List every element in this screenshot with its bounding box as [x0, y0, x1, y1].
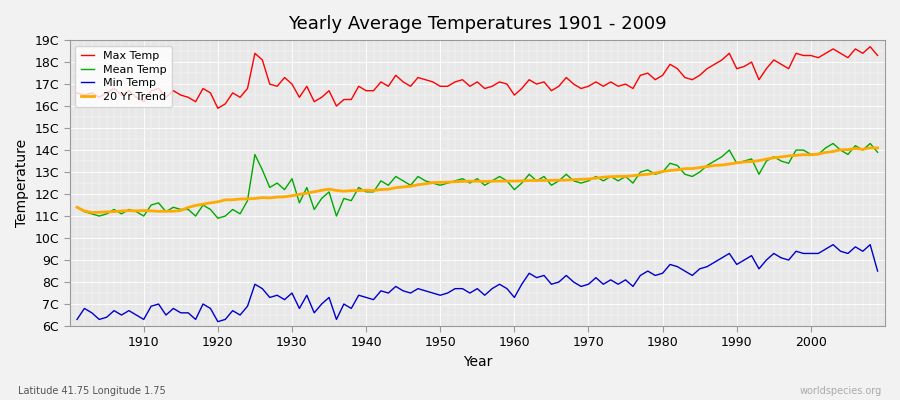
Min Temp	[872, 269, 883, 274]
Min Temp	[302, 293, 312, 298]
Mean Temp	[130, 209, 141, 214]
Mean Temp	[302, 185, 312, 190]
Mean Temp	[72, 205, 83, 210]
Max Temp	[865, 44, 876, 49]
20 Yr Trend	[72, 205, 83, 210]
Line: 20 Yr Trend: 20 Yr Trend	[77, 148, 878, 212]
20 Yr Trend	[872, 146, 883, 150]
Line: Mean Temp: Mean Temp	[77, 144, 878, 218]
Text: worldspecies.org: worldspecies.org	[800, 386, 882, 396]
Max Temp	[509, 93, 520, 98]
Min Temp	[828, 242, 839, 247]
Max Temp	[72, 90, 83, 95]
Mean Temp	[606, 174, 616, 179]
Mean Temp	[509, 187, 520, 192]
X-axis label: Year: Year	[463, 355, 492, 369]
20 Yr Trend	[517, 178, 527, 183]
Text: Latitude 41.75 Longitude 1.75: Latitude 41.75 Longitude 1.75	[18, 386, 166, 396]
Max Temp	[130, 95, 141, 100]
Max Temp	[606, 80, 616, 84]
Min Temp	[346, 306, 356, 311]
20 Yr Trend	[139, 208, 149, 213]
Line: Max Temp: Max Temp	[77, 47, 878, 108]
20 Yr Trend	[509, 179, 520, 184]
Legend: Max Temp, Mean Temp, Min Temp, 20 Yr Trend: Max Temp, Mean Temp, Min Temp, 20 Yr Tre…	[76, 46, 172, 107]
Max Temp	[517, 86, 527, 91]
Title: Yearly Average Temperatures 1901 - 2009: Yearly Average Temperatures 1901 - 2009	[288, 15, 667, 33]
Line: Min Temp: Min Temp	[77, 245, 878, 322]
Min Temp	[606, 278, 616, 282]
Max Temp	[212, 106, 223, 111]
20 Yr Trend	[86, 210, 97, 215]
20 Yr Trend	[346, 188, 356, 193]
Mean Temp	[872, 150, 883, 155]
Min Temp	[212, 319, 223, 324]
20 Yr Trend	[302, 191, 312, 196]
Mean Temp	[212, 216, 223, 221]
Min Temp	[509, 295, 520, 300]
Max Temp	[872, 53, 883, 58]
20 Yr Trend	[606, 174, 616, 179]
Min Temp	[130, 313, 141, 318]
Min Temp	[517, 282, 527, 287]
Min Temp	[72, 317, 83, 322]
Mean Temp	[828, 141, 839, 146]
Y-axis label: Temperature: Temperature	[15, 139, 29, 227]
Max Temp	[302, 84, 312, 89]
Mean Temp	[517, 181, 527, 186]
Mean Temp	[346, 198, 356, 203]
Max Temp	[346, 97, 356, 102]
